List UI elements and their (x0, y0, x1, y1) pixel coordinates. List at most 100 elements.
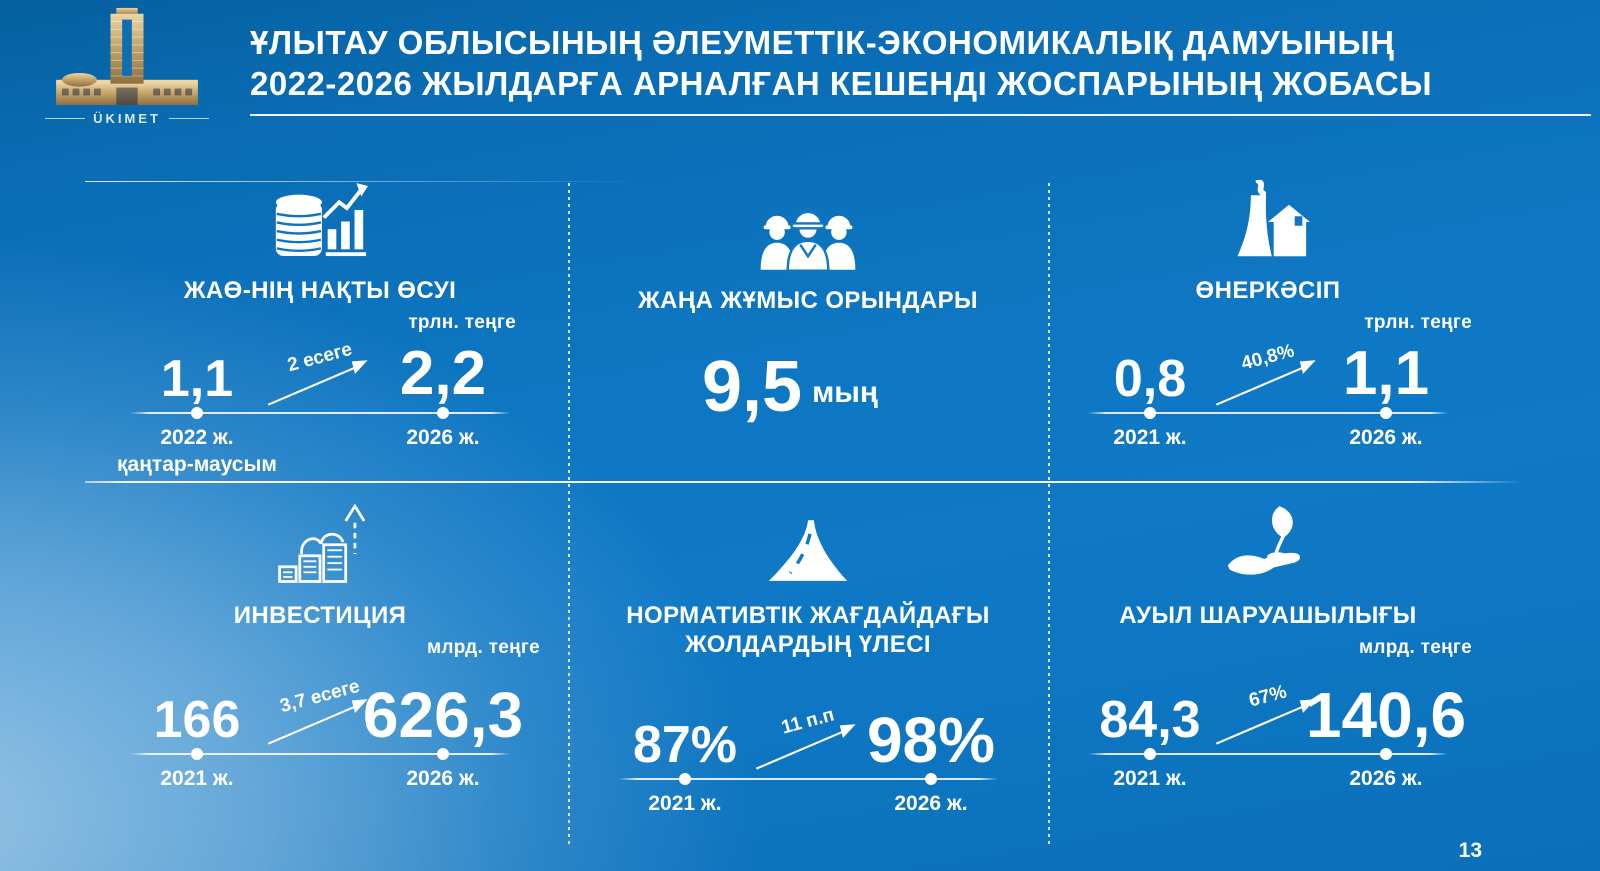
year-to: 2026 ж. (406, 767, 480, 790)
growth-indicator: 2 есеге (267, 339, 368, 477)
government-building-icon (56, 7, 198, 106)
factory-icon (1237, 180, 1310, 257)
stat-to: 98% 2026 ж. (856, 689, 1006, 816)
growth-arrow-icon (755, 724, 856, 770)
header: ҰЛЫТАУ ОБЛЫСЫНЫҢ ӘЛЕУМЕТТІК-ЭКОНОМИКАЛЫҚ… (250, 22, 1591, 116)
panel-title: ӨНЕРКӘСІП (1195, 277, 1341, 304)
grid-column-divider-2 (1048, 183, 1050, 848)
timeline-dot (437, 407, 449, 419)
timeline-dot (191, 748, 203, 760)
value-to: 140,6 (1305, 678, 1467, 751)
growth-indicator: 11 п.п (755, 689, 856, 816)
stat-from: 84,3 2021 ж. (1080, 664, 1220, 791)
logo-caption-row: ÜKIMET (45, 111, 209, 126)
year-to: 2026 ж. (1349, 767, 1423, 790)
government-logo: ÜKIMET (38, 6, 216, 126)
jobs-value: 9,5 мың (701, 347, 879, 427)
jobs-unit: мың (812, 376, 879, 410)
panel-title: ИНВЕСТИЦИЯ (233, 602, 407, 629)
growth-arrow-icon (1215, 360, 1316, 406)
icon-box (274, 495, 366, 587)
unit-label: трлн. теңге (408, 312, 516, 333)
hand-sprout-icon (1227, 506, 1301, 575)
title-underline (250, 114, 1591, 116)
unit-label: млрд. теңге (1358, 637, 1472, 658)
unit-label: млрд. теңге (426, 637, 540, 658)
page-title-line-1: ҰЛЫТАУ ОБЛЫСЫНЫҢ ӘЛЕУМЕТТІК-ЭКОНОМИКАЛЫҚ… (250, 24, 1395, 61)
indicator-stats: 1,1 2022 ж. қаңтар-маусым 2 есеге 2,2 20… (117, 339, 518, 477)
panel-agriculture: АУЫЛ ШАРУАШЫЛЫҒЫ млрд. теңге 84,3 2021 ж… (1078, 495, 1472, 791)
timeline-dot (1380, 407, 1392, 419)
year-to: 2026 ж. (894, 792, 968, 815)
year-to: 2026 ж. (1349, 426, 1423, 449)
year-from: 2021 ж. (648, 792, 722, 815)
value-from: 166 (153, 690, 241, 749)
growth-arrow-icon (1215, 699, 1316, 745)
panel-grp-growth: ЖАӨ-НІҢ НАҚТЫ ӨСУІ трлн. теңге 1,1 2022 … (100, 180, 540, 477)
stat-from: 166 2021 ж. (122, 664, 272, 791)
panel-title: НОРМАТИВТІК ЖАҒДАЙДАҒЫ ЖОЛДАРДЫҢ ҮЛЕСІ (626, 601, 989, 659)
growth-indicator: 3,7 есеге (267, 664, 368, 791)
logo-dash-left (45, 118, 86, 119)
timeline-dot (1144, 407, 1156, 419)
growth-arrow-icon (267, 699, 368, 745)
year-from: 2021 ж. (160, 767, 234, 790)
value-to: 626,3 (362, 678, 524, 751)
page-number: 13 (1458, 839, 1482, 862)
timeline-dot (191, 407, 203, 419)
icon-box (752, 190, 864, 272)
stat-to: 2,2 2026 ж. (368, 339, 518, 477)
growth-arrow-icon (267, 360, 368, 406)
grid-column-divider-1 (568, 183, 570, 848)
logo-dash-right (168, 118, 209, 119)
icon-box (761, 495, 855, 587)
grid-top-rule (85, 181, 645, 182)
year-from: 2021 ж. (1113, 767, 1187, 790)
icon-box (1222, 495, 1314, 587)
timeline-dot (679, 773, 691, 785)
logo-caption: ÜKIMET (93, 111, 161, 126)
year-from-note: қаңтар-маусым (117, 453, 277, 476)
stat-to: 140,6 2026 ж. (1306, 664, 1466, 791)
jobs-number: 9,5 (701, 347, 803, 427)
panel-title: ЖАӨ-НІҢ НАҚТЫ ӨСУІ (183, 277, 457, 304)
year-to: 2026 ж. (406, 426, 480, 449)
stat-from: 0,8 2021 ж. (1080, 339, 1220, 450)
timeline-dot (925, 773, 937, 785)
construction-workers-icon (760, 210, 856, 272)
growth-indicator: 40,8% (1215, 339, 1316, 450)
road-icon (768, 520, 848, 581)
timeline-line (1088, 753, 1448, 755)
timeline-line (130, 753, 510, 755)
timeline-dot (437, 748, 449, 760)
timeline-dot (1144, 748, 1156, 760)
value-from: 87% (632, 715, 738, 774)
panel-roads: НОРМАТИВТІК ЖАҒДАЙДАҒЫ ЖОЛДАРДЫҢ ҮЛЕСІ 87… (588, 495, 1028, 816)
timeline-line (1088, 412, 1448, 414)
indicator-stats: 0,8 2021 ж. 40,8% 1,1 2026 ж. (1080, 339, 1456, 450)
indicator-stats: 166 2021 ж. 3,7 есеге 626,3 2026 ж. (122, 664, 523, 791)
value-to: 98% (866, 703, 996, 776)
stat-from: 1,1 2022 ж. қаңтар-маусым (117, 339, 277, 477)
buildings-growth-icon (278, 503, 366, 583)
indicator-stats: 87% 2021 ж. 11 п.п 98% 2026 ж. (610, 689, 1006, 816)
value-from: 84,3 (1099, 690, 1201, 749)
grid-row-divider (85, 481, 1523, 483)
timeline-line (618, 778, 998, 780)
panel-title: ЖАҢА ЖҰМЫС ОРЫНДАРЫ (638, 287, 978, 314)
panel-title-line-1: НОРМАТИВТІК ЖАҒДАЙДАҒЫ (626, 602, 990, 629)
coins-bar-chart-icon (275, 183, 368, 257)
year-from: 2022 ж. (160, 426, 234, 449)
stat-to: 626,3 2026 ж. (363, 664, 523, 791)
value-to: 2,2 (399, 339, 487, 409)
panel-new-jobs: ЖАҢА ЖҰМЫС ОРЫНДАРЫ 9,5 мың (578, 190, 1038, 427)
panel-industry: ӨНЕРКӘСІП трлн. теңге 0,8 2021 ж. 40,8% … (1078, 180, 1472, 450)
value-to: 1,1 (1342, 339, 1430, 409)
stat-to: 1,1 2026 ж. (1316, 339, 1456, 450)
year-from: 2021 ж. (1113, 426, 1187, 449)
icon-box (1224, 180, 1312, 262)
growth-indicator: 67% (1215, 664, 1316, 791)
page-title-line-2: 2022-2026 ЖЫЛДАРҒА АРНАЛҒАН КЕШЕНДІ ЖОСП… (250, 65, 1432, 102)
icon-box (272, 180, 368, 262)
